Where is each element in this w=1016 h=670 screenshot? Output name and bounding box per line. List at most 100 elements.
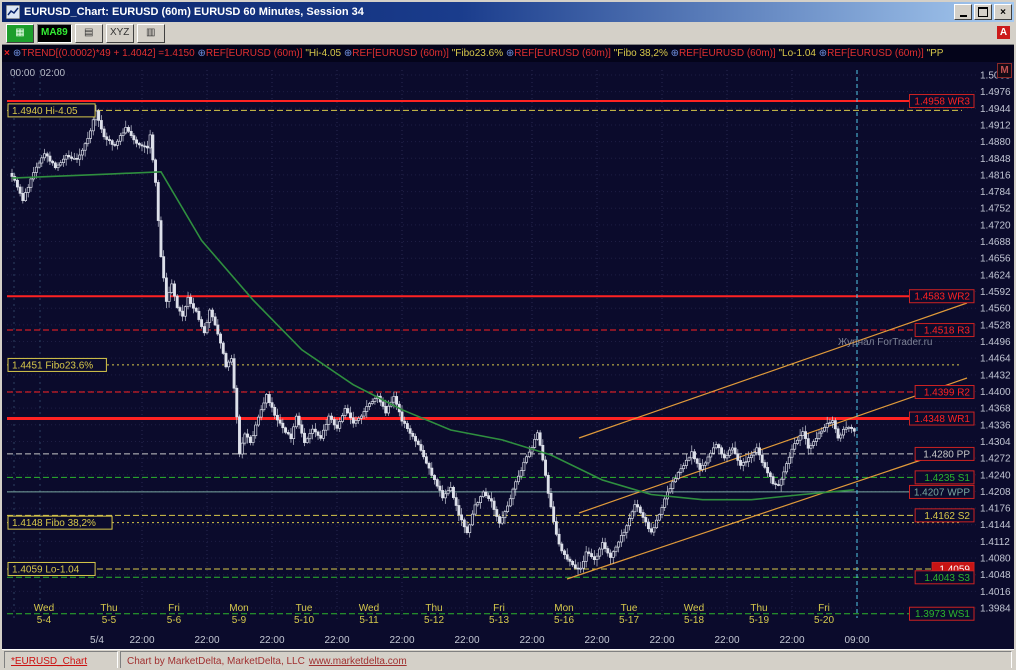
svg-text:Fri: Fri bbox=[168, 603, 180, 614]
svg-text:5-16: 5-16 bbox=[554, 615, 574, 626]
formula-segment: ⊕ bbox=[197, 48, 206, 59]
svg-text:1.4432: 1.4432 bbox=[980, 370, 1011, 381]
svg-text:1.3973 WS1: 1.3973 WS1 bbox=[915, 609, 970, 620]
svg-text:1.4518 R3: 1.4518 R3 bbox=[924, 326, 971, 337]
svg-text:1.4688: 1.4688 bbox=[980, 237, 1011, 248]
palette-button[interactable]: ▦ bbox=[6, 23, 34, 43]
formula-segment: "Lo-1.04 bbox=[778, 48, 819, 59]
svg-text:1.4583 WR2: 1.4583 WR2 bbox=[914, 292, 970, 303]
chart-credit: Chart by MarketDelta, MarketDelta, LLC bbox=[127, 655, 305, 667]
formula-segment: "PP bbox=[926, 48, 944, 59]
svg-text:1.4560: 1.4560 bbox=[980, 304, 1011, 315]
formula-bar[interactable]: × ⊕TREND[(0.0002)*49 + 1.4042] =1.4150 ⊕R… bbox=[2, 45, 1014, 62]
svg-text:5-10: 5-10 bbox=[294, 615, 314, 626]
formula-segment: ⊕ bbox=[343, 48, 353, 59]
svg-text:1.4016: 1.4016 bbox=[980, 587, 1011, 598]
svg-text:22:00: 22:00 bbox=[129, 635, 154, 646]
svg-text:Mon: Mon bbox=[554, 603, 573, 614]
formula-close-icon[interactable]: × bbox=[4, 48, 10, 59]
svg-text:Wed: Wed bbox=[684, 603, 704, 614]
formula-segment: ⊕ bbox=[12, 48, 22, 59]
svg-text:1.4880: 1.4880 bbox=[980, 137, 1011, 148]
formula-segment: "Hi-4.05 bbox=[305, 48, 344, 59]
marketdelta-link[interactable]: www.marketdelta.com bbox=[308, 655, 407, 667]
svg-text:1.4304: 1.4304 bbox=[980, 437, 1011, 448]
svg-text:Mon: Mon bbox=[229, 603, 248, 614]
svg-text:Журнал ForTrader.ru: Журнал ForTrader.ru bbox=[838, 337, 932, 348]
svg-text:1.4451 Fibo23.6%: 1.4451 Fibo23.6% bbox=[12, 360, 93, 371]
svg-text:1.4240: 1.4240 bbox=[980, 470, 1011, 481]
svg-text:5-5: 5-5 bbox=[102, 615, 117, 626]
title-bar[interactable]: EURUSD_Chart: EURUSD (60m) EURUSD 60 Min… bbox=[2, 2, 1014, 22]
svg-text:1.4280 PP: 1.4280 PP bbox=[923, 449, 970, 460]
svg-text:1.4144: 1.4144 bbox=[980, 520, 1011, 531]
minimize-button[interactable] bbox=[954, 4, 972, 20]
formula-segment: "Fibo 38,2% bbox=[613, 48, 671, 59]
price-chart[interactable]: 1.5008 1.4976 1.4944 1.4912 1.4880 1.4848 1.48… bbox=[2, 62, 1014, 649]
svg-text:1.4848: 1.4848 bbox=[980, 154, 1011, 165]
svg-text:1.4368: 1.4368 bbox=[980, 404, 1011, 415]
sheet-tab[interactable]: *EURUSD_Chart bbox=[4, 651, 118, 668]
svg-text:5-4: 5-4 bbox=[37, 615, 52, 626]
svg-text:Fri: Fri bbox=[493, 603, 505, 614]
alert-badge[interactable]: A bbox=[997, 26, 1010, 39]
svg-text:22:00: 22:00 bbox=[519, 635, 544, 646]
close-button[interactable]: × bbox=[994, 4, 1012, 20]
svg-text:Tue: Tue bbox=[621, 603, 638, 614]
save-button[interactable]: ▤ bbox=[74, 23, 103, 43]
formula-segment: ⊕ bbox=[818, 48, 828, 59]
svg-text:1.4048: 1.4048 bbox=[980, 570, 1011, 581]
sheet-tab-label[interactable]: *EURUSD_Chart bbox=[11, 655, 88, 667]
svg-text:5/4: 5/4 bbox=[90, 635, 104, 646]
formula-expression: ⊕TREND[(0.0002)*49 + 1.4042] =1.4150 ⊕RE… bbox=[13, 48, 944, 59]
marker-badge[interactable]: M bbox=[997, 63, 1012, 78]
window-icon bbox=[5, 4, 21, 20]
svg-text:5-11: 5-11 bbox=[359, 615, 379, 626]
svg-text:1.4976: 1.4976 bbox=[980, 87, 1011, 98]
maximize-button[interactable] bbox=[974, 4, 992, 20]
svg-text:1.4940 Hi-4.05: 1.4940 Hi-4.05 bbox=[12, 106, 78, 117]
svg-text:1.4958 WR3: 1.4958 WR3 bbox=[914, 97, 970, 108]
svg-text:1.4148 Fibo 38,2%: 1.4148 Fibo 38,2% bbox=[12, 518, 96, 529]
svg-text:22:00: 22:00 bbox=[649, 635, 674, 646]
toolbar: ▦ MA89 ▤ XYZ ▥ A bbox=[2, 22, 1014, 45]
svg-text:1.4528: 1.4528 bbox=[980, 320, 1011, 331]
svg-text:1.4624: 1.4624 bbox=[980, 270, 1011, 281]
chart-area[interactable]: 1.5008 1.4976 1.4944 1.4912 1.4880 1.4848 1.48… bbox=[2, 62, 1014, 649]
xyz-axes-button[interactable]: XYZ bbox=[105, 23, 134, 43]
svg-text:Thu: Thu bbox=[100, 603, 117, 614]
svg-text:22:00: 22:00 bbox=[714, 635, 739, 646]
svg-text:22:00: 22:00 bbox=[454, 635, 479, 646]
svg-text:5-18: 5-18 bbox=[684, 615, 704, 626]
svg-text:Thu: Thu bbox=[750, 603, 767, 614]
svg-text:02:00: 02:00 bbox=[40, 68, 65, 79]
svg-text:1.3984: 1.3984 bbox=[980, 604, 1011, 615]
window-title: EURUSD_Chart: EURUSD (60m) EURUSD 60 Min… bbox=[24, 6, 364, 18]
formula-segment: ⊕ bbox=[505, 48, 515, 59]
svg-text:1.4176: 1.4176 bbox=[980, 504, 1011, 515]
ma89-button[interactable]: MA89 bbox=[37, 23, 72, 43]
svg-text:1.4592: 1.4592 bbox=[980, 287, 1011, 298]
svg-text:1.4207 WPP: 1.4207 WPP bbox=[914, 487, 970, 498]
svg-text:5-17: 5-17 bbox=[619, 615, 639, 626]
formula-segment: REF[EURUSD (60m)] bbox=[352, 48, 452, 59]
svg-text:1.4752: 1.4752 bbox=[980, 204, 1011, 215]
svg-text:09:00: 09:00 bbox=[844, 635, 869, 646]
svg-text:Fri: Fri bbox=[818, 603, 830, 614]
svg-text:22:00: 22:00 bbox=[389, 635, 414, 646]
svg-text:22:00: 22:00 bbox=[584, 635, 609, 646]
svg-text:22:00: 22:00 bbox=[259, 635, 284, 646]
svg-text:5-13: 5-13 bbox=[489, 615, 509, 626]
chart-type-button[interactable]: ▥ bbox=[136, 23, 165, 43]
formula-segment: REF[EURUSD (60m)] bbox=[827, 48, 927, 59]
svg-text:22:00: 22:00 bbox=[779, 635, 804, 646]
svg-text:Wed: Wed bbox=[359, 603, 379, 614]
svg-text:1.4464: 1.4464 bbox=[980, 354, 1011, 365]
svg-text:1.4112: 1.4112 bbox=[980, 537, 1010, 548]
window-controls: × bbox=[954, 4, 1012, 20]
svg-text:1.4399 R2: 1.4399 R2 bbox=[924, 387, 971, 398]
svg-text:1.4944: 1.4944 bbox=[980, 104, 1011, 115]
svg-text:1.4080: 1.4080 bbox=[980, 554, 1011, 565]
svg-text:1.4400: 1.4400 bbox=[980, 387, 1011, 398]
